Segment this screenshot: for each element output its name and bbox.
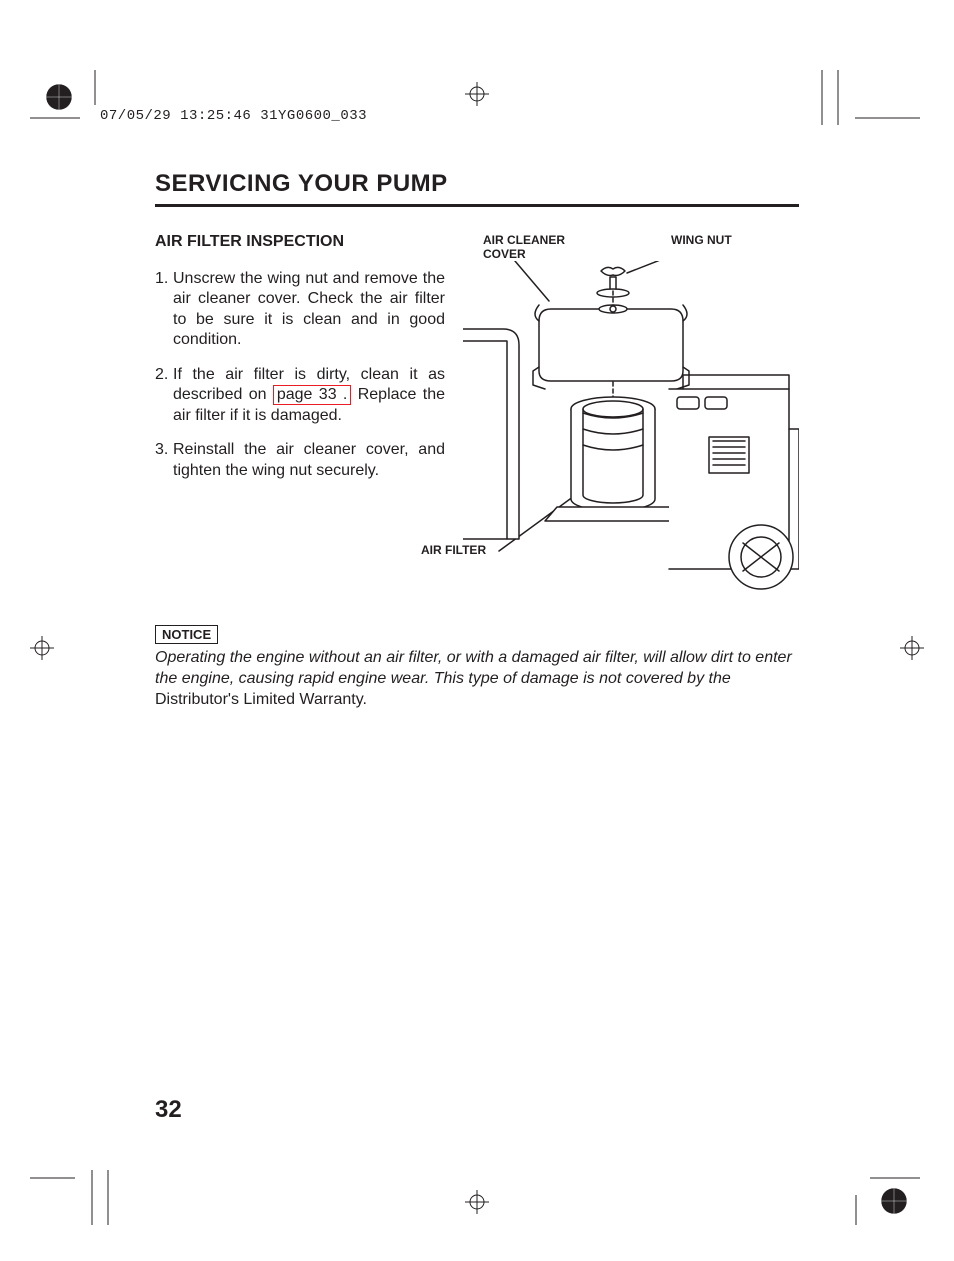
notice-text: Operating the engine without an air filt…: [155, 648, 799, 710]
section-heading: AIR FILTER INSPECTION: [155, 233, 445, 251]
list-item: 3. Reinstall the air cleaner cover, and …: [155, 440, 445, 481]
pump-diagram: [463, 261, 799, 601]
page-content: SERVICING YOUR PUMP AIR FILTER INSPECTIO…: [155, 170, 799, 710]
instruction-list: 1. Unscrew the wing nut and remove the a…: [155, 269, 445, 481]
step-number: 2.: [155, 365, 173, 426]
step-body: Reinstall the air cleaner cover, and tig…: [173, 440, 445, 481]
callout-air-cleaner-cover: AIR CLEANER COVER: [483, 233, 578, 262]
page-title: SERVICING YOUR PUMP: [155, 170, 799, 207]
list-item: 2. If the air filter is dirty, clean it …: [155, 365, 445, 426]
step-body: Unscrew the wing nut and remove the air …: [173, 269, 445, 351]
page-reference-link[interactable]: page 33 .: [273, 385, 352, 405]
step-number: 1.: [155, 269, 173, 351]
notice-label: NOTICE: [155, 625, 218, 644]
page-number: 32: [155, 1096, 182, 1124]
header-timestamp: 07/05/29 13:25:46 31YG0600_033: [100, 108, 367, 124]
step-body: If the air filter is dirty, clean it as …: [173, 365, 445, 426]
notice-block: NOTICE Operating the engine without an a…: [155, 625, 799, 710]
list-item: 1. Unscrew the wing nut and remove the a…: [155, 269, 445, 351]
step-number: 3.: [155, 440, 173, 481]
callout-wing-nut: WING NUT: [671, 233, 732, 247]
diagram-figure: AIR CLEANER COVER WING NUT AIR FILTER: [463, 233, 799, 603]
